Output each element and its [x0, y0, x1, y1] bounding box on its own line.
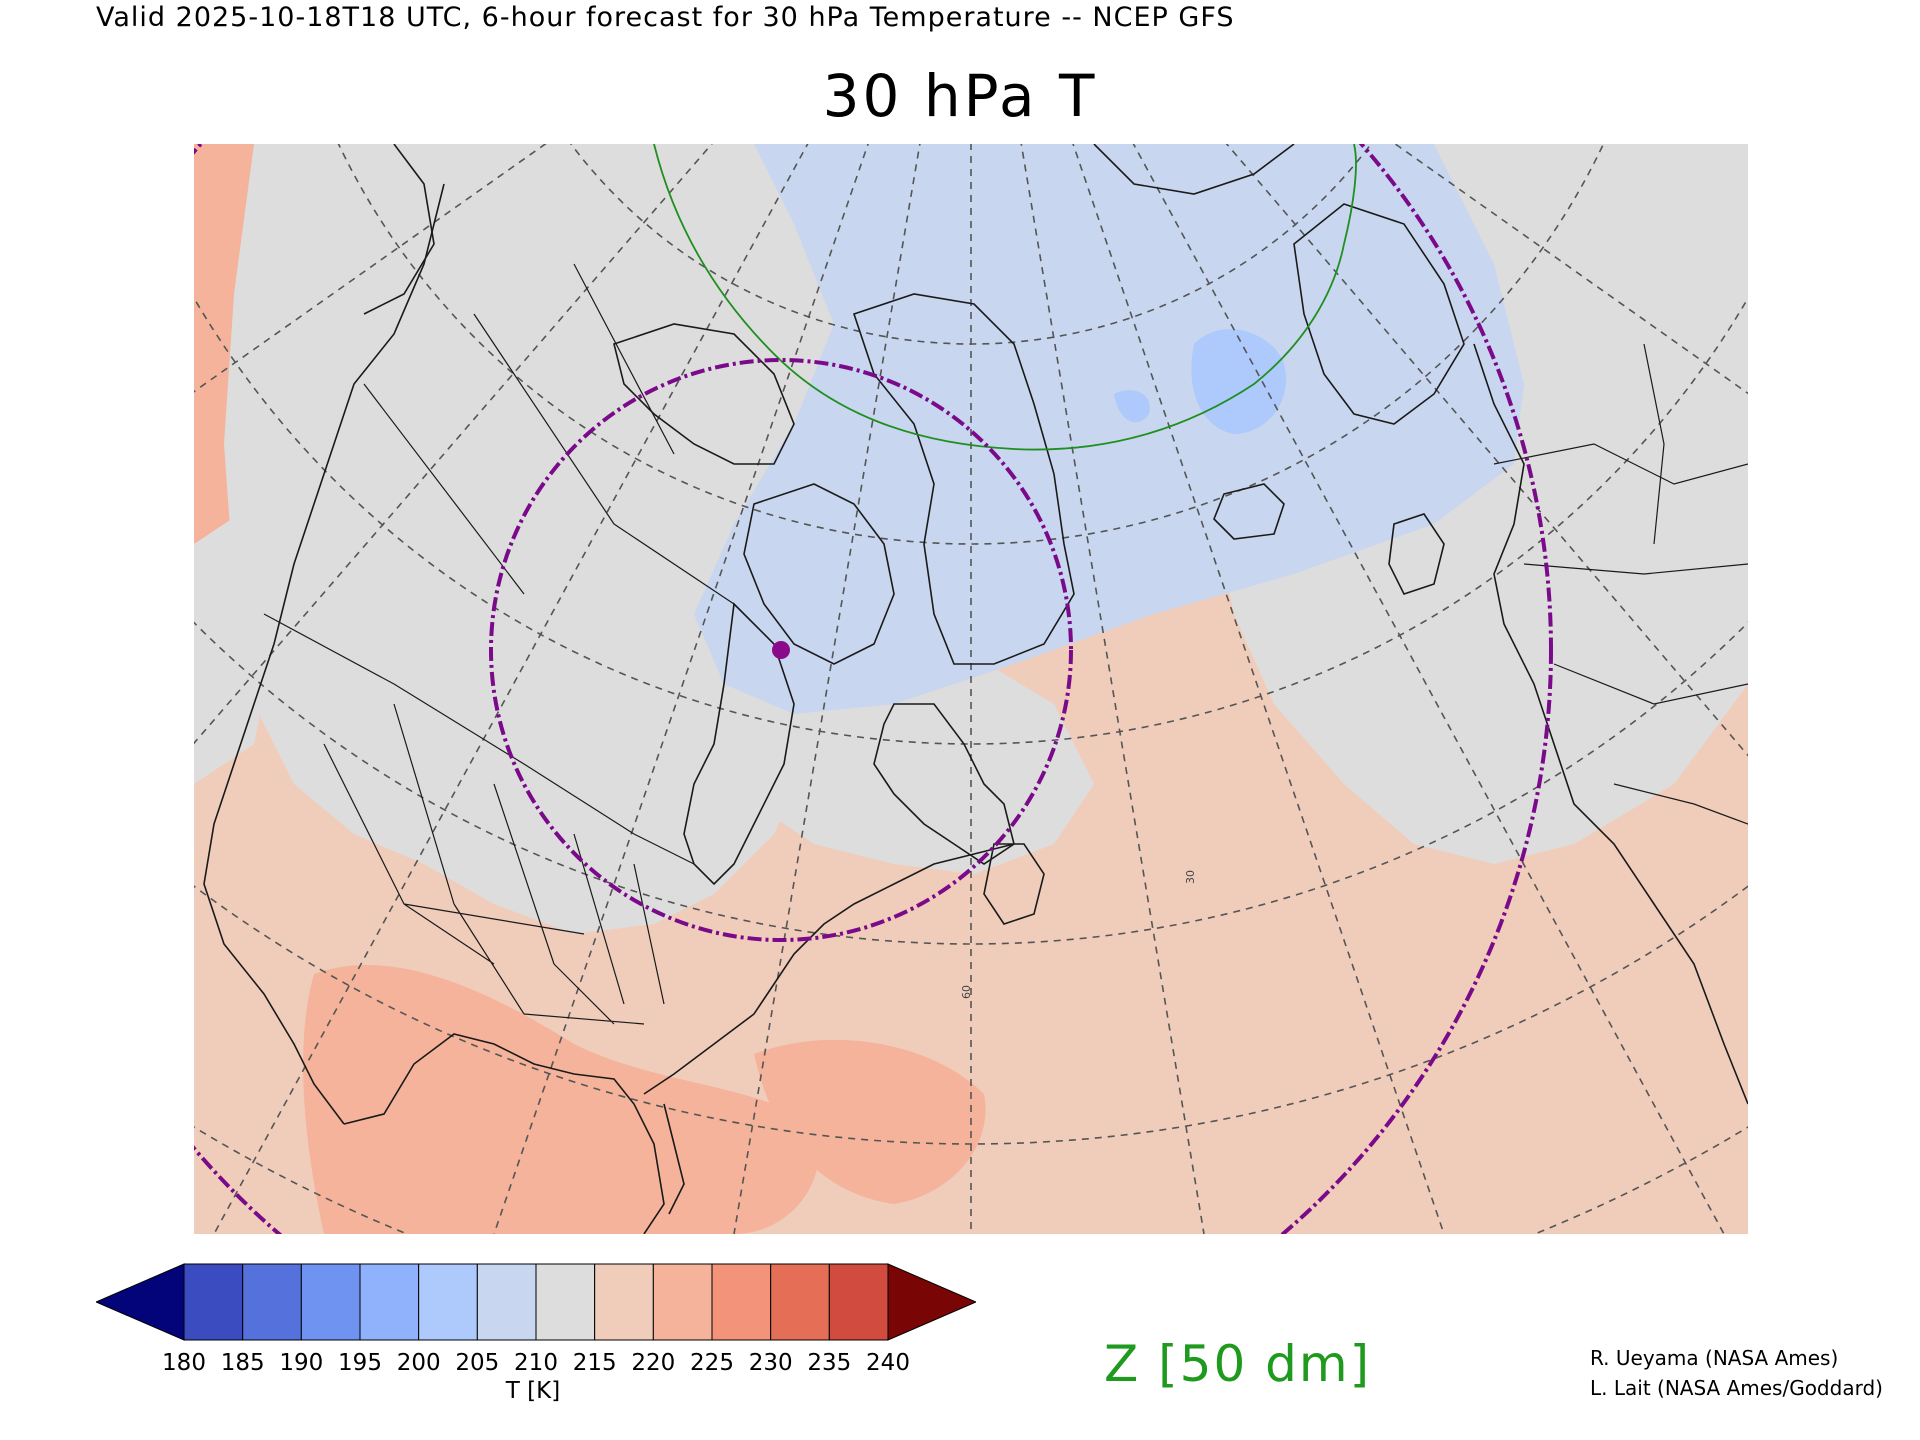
temperature-field-210-215: [224, 144, 894, 934]
colorbar-tick-label: 190: [279, 1350, 324, 1376]
colorbar-units: T [K]: [505, 1378, 561, 1404]
colorbar-tick-label: 235: [807, 1350, 852, 1376]
range-rings: [194, 144, 1553, 1234]
colorbar-cell: [828, 1263, 889, 1341]
labrador: [873, 703, 1015, 865]
map-canvas: 60 30: [194, 144, 1748, 1234]
alaska: [363, 144, 435, 315]
temperature-field-220-225-atlantic: [754, 1039, 986, 1204]
geopotential-contour: [653, 144, 1357, 451]
colorbar-tick-label: 185: [220, 1350, 265, 1376]
meridian-30w: [1072, 144, 1445, 1234]
colorbar-cell: [300, 1263, 361, 1341]
colorbar-tick-label: 195: [338, 1350, 382, 1376]
florida: [663, 1103, 685, 1215]
meridian-75w: [733, 144, 921, 1234]
colorbar-cell: [770, 1263, 830, 1341]
chart-title: 30 hPa T: [822, 62, 1098, 130]
graticule: [194, 144, 1748, 1234]
colorbar-tick-label: 210: [514, 1350, 558, 1376]
canada-province-lines: [363, 263, 735, 605]
europe-borders: [1493, 343, 1748, 825]
colorbar-cell: [183, 1263, 244, 1341]
geopotential-legend: Z [50 dm]: [1104, 1335, 1372, 1393]
meridian-135w: [194, 144, 547, 393]
colorbar-cell: [359, 1263, 420, 1341]
credit-line-1: R. Ueyama (NASA Ames): [1590, 1346, 1839, 1370]
colorbar-cell: [242, 1263, 302, 1341]
colorbar-cell: [418, 1263, 478, 1341]
canada-us-border: [263, 613, 695, 865]
colorbar-cell: [535, 1263, 596, 1341]
grid-label-2: 30: [1184, 870, 1197, 884]
colorbar-tick-label: 225: [690, 1350, 734, 1376]
colorbar-cell: [594, 1263, 654, 1341]
meridian-15w: [1132, 144, 1725, 1234]
colorbar-tick-label: 220: [631, 1350, 676, 1376]
scandinavia: [1293, 203, 1465, 425]
siberia-coast: [1093, 144, 1295, 195]
colorbar-tick-label: 180: [162, 1350, 206, 1376]
us-state-lines: [323, 703, 665, 1025]
coastlines: [203, 144, 1748, 1234]
colorbar-tick-label: 215: [572, 1350, 617, 1376]
meridian-90w: [493, 144, 869, 1234]
temperature-field-210-215-pacific: [194, 504, 274, 784]
gulf-coast: [343, 1033, 665, 1234]
temperature-colorbar: [96, 1263, 976, 1341]
colorbar-cells: [183, 1263, 889, 1341]
british-isles: [1388, 513, 1445, 595]
colorbar-tick-label: 205: [455, 1350, 500, 1376]
colorbar-cell: [476, 1263, 537, 1341]
colorbar-tick-label: 200: [396, 1350, 441, 1376]
greenland: [852, 293, 1075, 665]
colorbar-tick-label: 240: [866, 1350, 910, 1376]
credit-line-2: L. Lait (NASA Ames/Goddard): [1590, 1376, 1883, 1400]
colorbar-cell: [711, 1263, 772, 1341]
baffin-island: [743, 483, 895, 665]
range-ring-inner: [489, 358, 1073, 942]
temperature-field-200-205-small: [1114, 390, 1150, 423]
temperature-field-205-210: [694, 144, 1524, 714]
grid-label-1: 60: [960, 985, 973, 999]
meridian-105w: [213, 144, 809, 1234]
meridian-45w: [1020, 144, 1205, 1234]
newfoundland: [983, 843, 1045, 925]
europe-west-coast: [1473, 343, 1748, 1105]
temperature-field-220-225-south: [303, 964, 820, 1234]
colorbar-tick-label: 230: [748, 1350, 793, 1376]
site-marker: [772, 641, 790, 659]
map-panel: 60 30: [194, 144, 1748, 1234]
colorbar-over-arrow: [887, 1263, 976, 1341]
hudson-bay: [683, 602, 795, 886]
colorbar-cell: [652, 1263, 713, 1341]
political-borders: [263, 263, 1748, 1025]
colorbar-under-arrow: [96, 1263, 185, 1341]
range-ring-outer: [194, 144, 1553, 1234]
valid-time-line: Valid 2025-10-18T18 UTC, 6-hour forecast…: [96, 2, 1235, 33]
iceland: [1213, 483, 1285, 540]
arctic-archipelago: [613, 323, 795, 465]
north-america-west-coast: [203, 183, 445, 1125]
